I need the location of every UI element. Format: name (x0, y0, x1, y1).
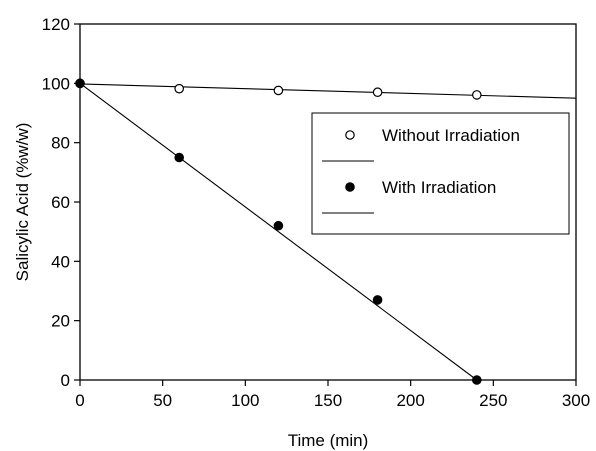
legend-marker-series-2 (345, 182, 355, 192)
data-point-series-1 (372, 87, 383, 98)
x-tick-label: 250 (479, 391, 507, 410)
y-tick-label: 0 (61, 371, 70, 390)
y-tick-label: 20 (51, 312, 70, 331)
x-tick-label: 150 (314, 391, 342, 410)
x-axis-title: Time (min) (288, 431, 369, 450)
x-tick-label: 200 (396, 391, 424, 410)
legend-box (311, 112, 570, 235)
x-tick-label: 50 (153, 391, 172, 410)
legend-label-series-2: With Irradiation (382, 178, 496, 197)
plot-area: 0 50 100 150 200 250 300 0 20 40 60 80 100 120 Without… (42, 15, 591, 410)
y-axis-title: Salicylic Acid (%w/w) (13, 123, 32, 282)
y-tick-label: 120 (42, 15, 70, 34)
x-tick-label: 100 (231, 391, 259, 410)
y-tick-label: 40 (51, 252, 70, 271)
data-point-series-2 (174, 152, 184, 163)
data-point-series-1 (471, 90, 482, 100)
x-tick-label: 300 (562, 391, 590, 410)
legend-marker-series-1 (345, 130, 355, 140)
fit-line-series-2 (79, 82, 478, 381)
x-tick-label: 0 (75, 391, 84, 410)
data-point-series-2 (75, 78, 85, 89)
y-tick-label: 60 (51, 193, 70, 212)
y-tick-label: 80 (51, 134, 70, 153)
data-point-series-2 (471, 375, 482, 385)
legend-label-series-1: Without Irradiation (382, 126, 520, 145)
data-point-series-2 (372, 295, 383, 305)
data-point-series-2 (273, 220, 284, 231)
y-tick-label: 100 (42, 74, 70, 93)
data-point-series-1 (174, 83, 184, 94)
fit-line-series-1 (79, 83, 577, 99)
data-point-series-1 (273, 85, 284, 96)
